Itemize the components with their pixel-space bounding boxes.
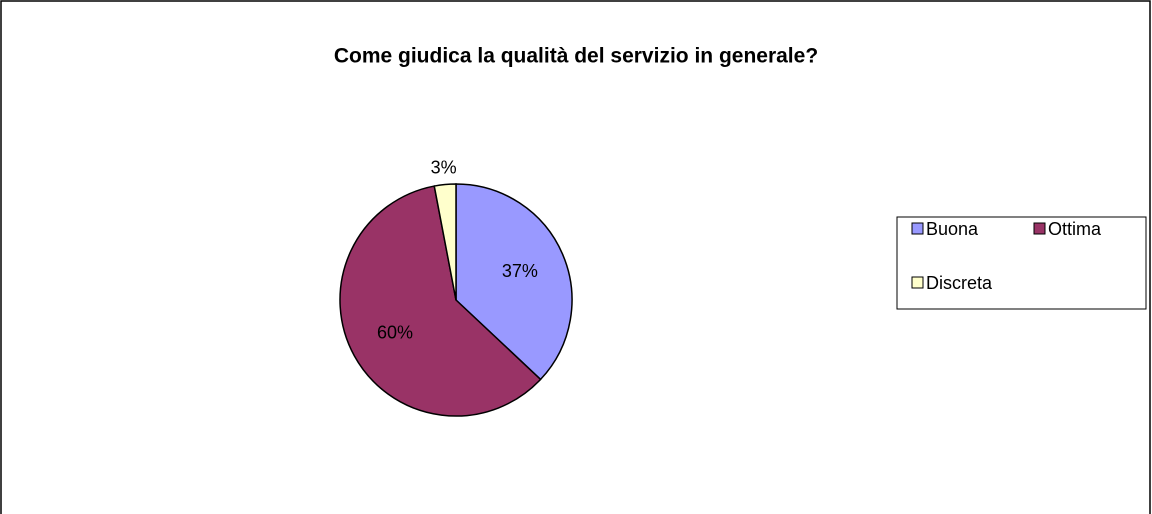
data-label: 3% — [431, 157, 457, 177]
data-label: 60% — [377, 322, 413, 342]
pie-slice — [433, 183, 457, 301]
legend-label: Ottima — [1048, 219, 1102, 239]
pie-slice — [455, 183, 573, 381]
chart-title: Come giudica la qualità del servizio in … — [334, 45, 818, 68]
legend-box — [896, 216, 1147, 310]
legend-swatch — [911, 222, 924, 235]
legend-swatch — [1033, 222, 1046, 235]
legend-label: Discreta — [926, 273, 993, 293]
data-label: 37% — [502, 261, 538, 281]
legend-swatch — [911, 276, 924, 289]
pie-slice — [339, 185, 542, 417]
legend-label: Buona — [926, 219, 979, 239]
